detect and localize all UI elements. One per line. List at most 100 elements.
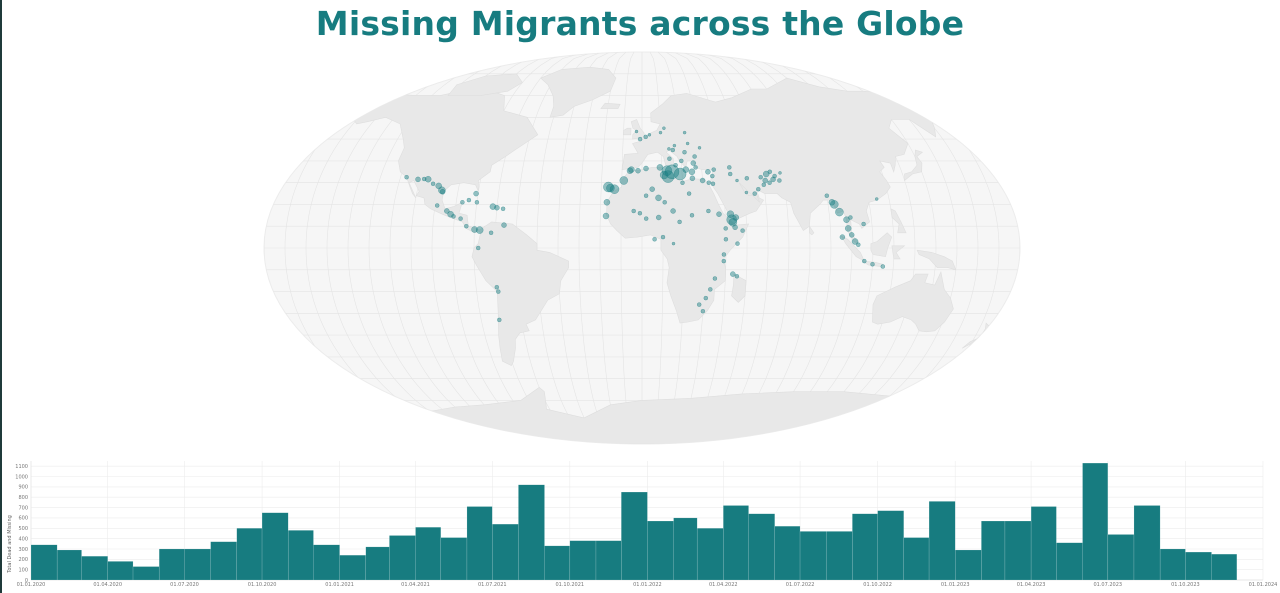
incident-marker[interactable]: [880, 264, 885, 269]
incident-marker[interactable]: [672, 143, 677, 148]
incident-marker[interactable]: [667, 147, 671, 151]
bar-2022-02[interactable]: [673, 517, 698, 581]
bar-2020-05[interactable]: [132, 566, 160, 581]
bar-2022-04[interactable]: [723, 505, 749, 581]
incident-marker[interactable]: [458, 216, 463, 221]
bar-2021-08[interactable]: [518, 484, 545, 581]
incident-marker[interactable]: [699, 177, 706, 184]
incident-marker[interactable]: [655, 194, 662, 202]
incident-marker[interactable]: [721, 258, 726, 264]
incident-marker[interactable]: [697, 146, 702, 150]
incident-marker[interactable]: [662, 126, 666, 130]
incident-marker[interactable]: [870, 262, 875, 267]
incident-marker[interactable]: [744, 190, 749, 195]
bar-2020-11[interactable]: [287, 530, 314, 581]
incident-marker[interactable]: [824, 193, 829, 198]
incident-marker[interactable]: [602, 212, 610, 220]
incident-marker[interactable]: [723, 237, 729, 242]
incident-marker[interactable]: [670, 147, 675, 153]
incident-marker[interactable]: [643, 193, 649, 198]
incident-marker[interactable]: [496, 289, 501, 294]
incident-marker[interactable]: [430, 181, 436, 187]
bar-2023-08[interactable]: [1133, 505, 1161, 581]
bar-2021-11[interactable]: [595, 540, 622, 581]
bar-2023-09[interactable]: [1159, 548, 1186, 581]
incident-marker[interactable]: [710, 181, 716, 187]
incident-marker[interactable]: [677, 219, 682, 225]
bar-2020-08[interactable]: [210, 541, 237, 581]
incident-marker[interactable]: [488, 230, 494, 236]
incident-marker[interactable]: [686, 191, 692, 196]
incident-marker[interactable]: [735, 178, 739, 183]
incident-marker[interactable]: [660, 234, 666, 240]
incident-marker[interactable]: [501, 222, 507, 228]
bar-2020-12[interactable]: [313, 544, 340, 581]
bar-2022-12[interactable]: [928, 501, 956, 581]
incident-marker[interactable]: [752, 191, 757, 196]
bar-2020-03[interactable]: [81, 555, 108, 581]
incident-marker[interactable]: [830, 200, 839, 209]
incident-marker[interactable]: [685, 141, 690, 146]
bar-2021-12[interactable]: [621, 491, 648, 581]
incident-marker[interactable]: [609, 184, 620, 194]
incident-marker[interactable]: [692, 154, 697, 159]
incident-marker[interactable]: [682, 149, 687, 155]
bar-2021-01[interactable]: [339, 554, 366, 581]
incident-marker[interactable]: [673, 162, 678, 168]
bar-2021-04[interactable]: [415, 527, 442, 581]
incident-marker[interactable]: [475, 245, 481, 251]
incident-marker[interactable]: [767, 169, 772, 175]
incident-marker[interactable]: [730, 271, 736, 277]
incident-marker[interactable]: [473, 190, 479, 197]
incident-marker[interactable]: [471, 226, 478, 233]
incident-marker[interactable]: [649, 186, 655, 192]
incident-marker[interactable]: [497, 317, 502, 323]
bar-2022-10[interactable]: [877, 510, 904, 581]
incident-marker[interactable]: [475, 226, 484, 234]
incident-marker[interactable]: [735, 241, 740, 246]
incident-marker[interactable]: [740, 228, 745, 233]
incident-marker[interactable]: [667, 156, 672, 161]
incident-marker[interactable]: [770, 176, 776, 183]
incident-marker[interactable]: [688, 168, 696, 176]
incident-marker[interactable]: [682, 130, 687, 135]
incident-marker[interactable]: [856, 242, 861, 247]
bar-2023-05[interactable]: [1056, 542, 1083, 581]
world-map[interactable]: [262, 50, 1022, 446]
incident-marker[interactable]: [637, 210, 643, 216]
incident-marker[interactable]: [726, 214, 737, 225]
incident-marker[interactable]: [712, 276, 718, 281]
incident-marker[interactable]: [637, 136, 643, 142]
incident-marker[interactable]: [839, 234, 846, 240]
incident-marker[interactable]: [658, 130, 663, 135]
bar-2022-11[interactable]: [903, 537, 930, 581]
incident-marker[interactable]: [861, 221, 866, 227]
bar-2021-03[interactable]: [389, 535, 416, 581]
incident-marker[interactable]: [777, 178, 782, 183]
incident-marker[interactable]: [711, 167, 716, 172]
incident-marker[interactable]: [644, 216, 649, 221]
incident-marker[interactable]: [697, 302, 702, 307]
bar-2023-02[interactable]: [981, 520, 1006, 581]
bar-2020-07[interactable]: [184, 548, 211, 581]
incident-marker[interactable]: [732, 224, 738, 231]
incident-marker[interactable]: [689, 175, 696, 182]
incident-marker[interactable]: [849, 232, 855, 238]
incident-marker[interactable]: [451, 214, 456, 219]
incident-marker[interactable]: [643, 165, 649, 172]
bar-2022-06[interactable]: [774, 525, 801, 581]
incident-marker[interactable]: [444, 208, 450, 214]
incident-marker[interactable]: [606, 183, 615, 193]
bar-2022-01[interactable]: [647, 520, 674, 581]
incident-marker[interactable]: [682, 166, 689, 173]
incident-marker[interactable]: [716, 211, 722, 217]
incident-marker[interactable]: [778, 171, 782, 175]
incident-marker[interactable]: [710, 173, 715, 179]
incident-marker[interactable]: [762, 177, 768, 184]
bar-2020-09[interactable]: [236, 528, 263, 581]
incident-marker[interactable]: [679, 158, 684, 164]
bar-2021-06[interactable]: [466, 506, 493, 581]
incident-marker[interactable]: [404, 174, 409, 180]
bar-2023-03[interactable]: [1004, 520, 1032, 581]
incident-marker[interactable]: [670, 208, 676, 214]
